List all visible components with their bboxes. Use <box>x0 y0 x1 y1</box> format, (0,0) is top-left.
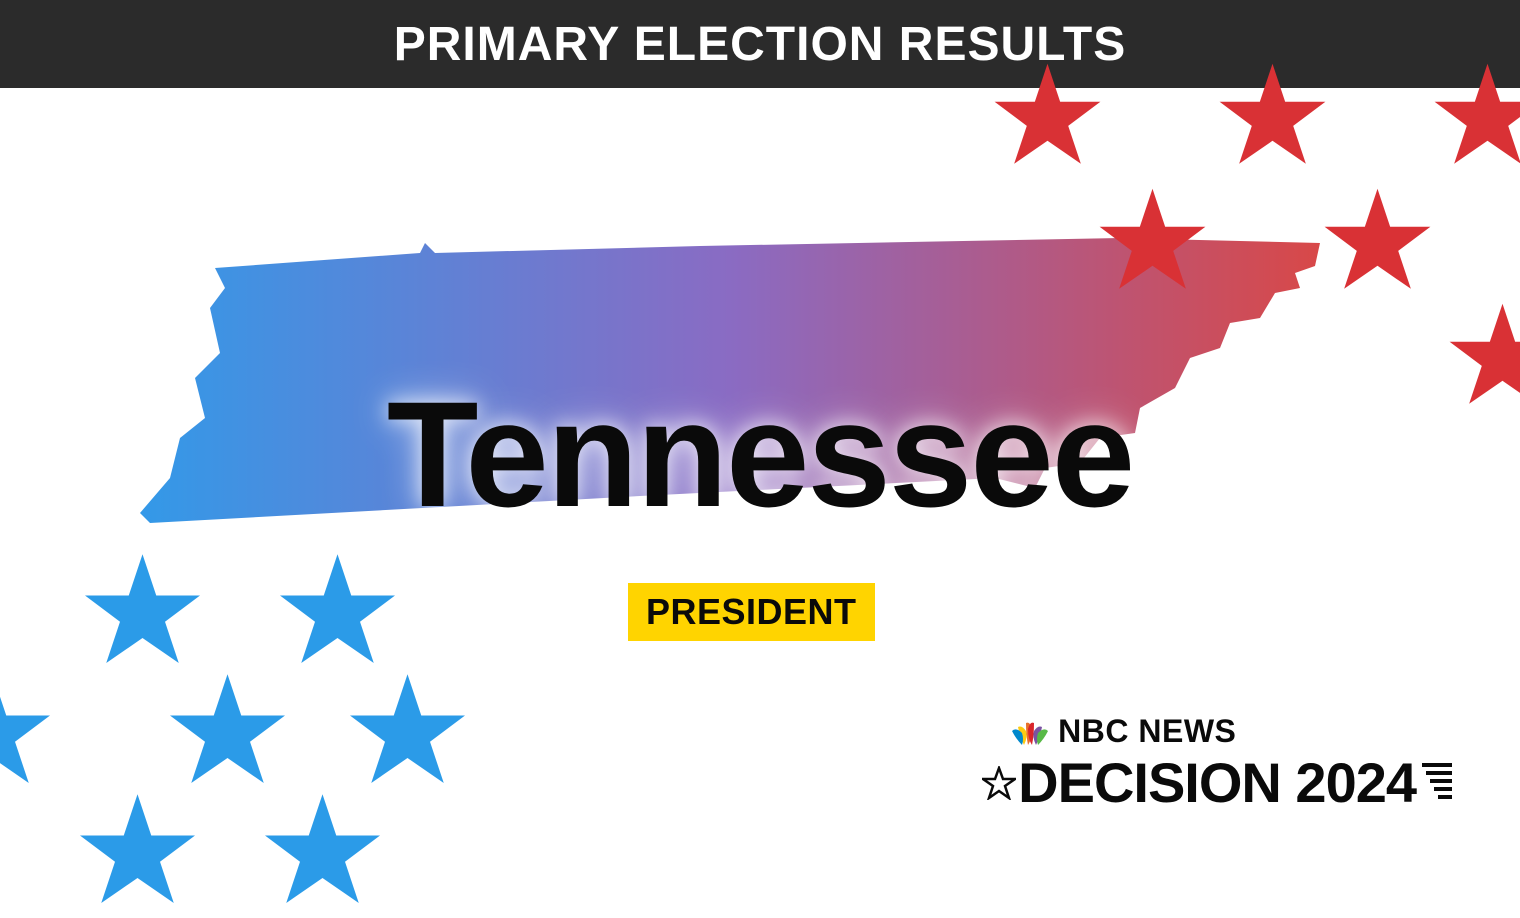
flag-stripes-icon <box>1422 761 1452 805</box>
red-star-icon <box>1445 298 1520 418</box>
peacock-icon <box>1010 717 1050 747</box>
main-area: Tennessee PRESIDENT <box>0 88 1520 855</box>
blue-star-icon <box>165 668 290 798</box>
blue-star-icon <box>345 668 470 798</box>
blue-star-icon <box>0 668 55 798</box>
decision-star-icon <box>982 766 1016 800</box>
network-logo: NBC NEWS DECISION 2024 <box>982 713 1452 815</box>
logo-bottom-row: DECISION 2024 <box>982 750 1452 815</box>
blue-star-icon <box>275 548 400 678</box>
network-name: NBC NEWS <box>1058 713 1236 750</box>
state-name: Tennessee <box>387 368 1133 541</box>
race-label: PRESIDENT <box>646 591 857 632</box>
red-star-icon <box>990 58 1105 178</box>
blue-star-icon <box>80 548 205 678</box>
red-star-icon <box>1320 183 1435 303</box>
logo-top-row: NBC NEWS <box>1010 713 1236 750</box>
decision-brand: DECISION 2024 <box>1018 750 1416 815</box>
red-star-icon <box>1215 58 1330 178</box>
blue-star-icon <box>75 788 200 918</box>
red-star-icon <box>1430 58 1520 178</box>
red-star-icon <box>1095 183 1210 303</box>
race-badge: PRESIDENT <box>628 583 875 641</box>
blue-star-icon <box>260 788 385 918</box>
